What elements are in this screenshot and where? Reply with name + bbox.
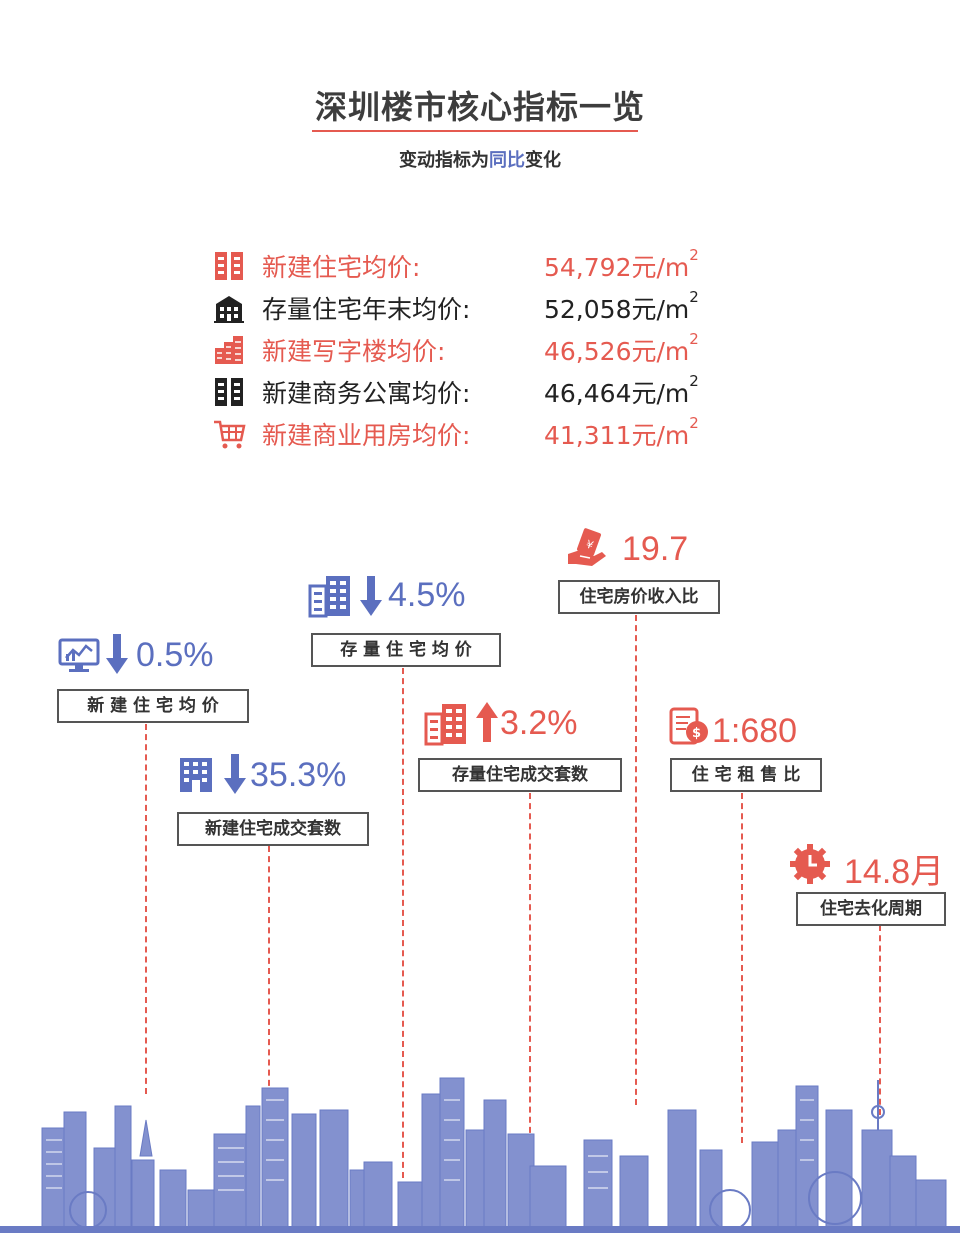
indicator-value: 19.7 <box>622 530 689 568</box>
price-value: 52,058元/m2 <box>544 288 699 324</box>
price-label: 新建商业用房均价: <box>262 421 471 450</box>
indicator-value: 0.5% <box>136 636 214 674</box>
building-icon <box>215 378 243 406</box>
buildings-icon <box>424 704 466 746</box>
price-value: 46,464元/m2 <box>544 372 699 408</box>
indicator-value: 4.5% <box>388 576 466 614</box>
indicator-label: 住宅去化周期 <box>796 892 946 926</box>
arrow-down-icon <box>224 754 246 794</box>
connector-line <box>402 668 404 1178</box>
price-row-office: 新建写字楼均价: 46,526元/m2 <box>212 330 772 370</box>
monitor-chart-icon <box>58 638 100 672</box>
price-value: 41,311元/m2 <box>544 414 699 450</box>
connector-line <box>741 793 743 1143</box>
price-row-new-residential: 新建住宅均价: 54,792元/m2 <box>212 246 772 286</box>
price-value: 46,526元/m2 <box>544 330 699 366</box>
indicator-label: 新 建 住 宅 均 价 <box>57 689 249 723</box>
page-subtitle: 变动指标为同比变化 <box>0 146 960 172</box>
price-label: 新建写字楼均价: <box>262 337 446 366</box>
price-label: 新建住宅均价: <box>262 253 421 282</box>
indicator-label: 存量住宅成交套数 <box>418 758 622 792</box>
indicator-value: 14.8月 <box>844 853 945 891</box>
building-icon <box>215 252 243 280</box>
buildings-icon <box>308 576 350 618</box>
subtitle-suffix: 变化 <box>525 150 561 171</box>
clock-gear-icon <box>790 844 830 884</box>
connector-line <box>635 615 637 1105</box>
indicator-label: 住宅房价收入比 <box>558 580 720 614</box>
subtitle-highlight: 同比 <box>489 150 525 171</box>
connector-line <box>879 925 881 1115</box>
subtitle-prefix: 变动指标为 <box>399 150 489 171</box>
price-label: 存量住宅年末均价: <box>262 295 471 324</box>
connector-line <box>268 846 270 1096</box>
arrow-down-icon <box>360 576 382 616</box>
page-title: 深圳楼市核心指标一览 <box>314 88 645 126</box>
indicator-value: 35.3% <box>250 756 347 794</box>
money-hand-icon: ¥ <box>568 528 606 566</box>
shopping-cart-icon <box>214 420 246 449</box>
connector-line <box>145 724 147 1094</box>
indicator-value: 1:680 <box>712 712 798 750</box>
building-icon <box>180 758 212 792</box>
svg-text:$: $ <box>692 726 701 741</box>
price-label: 新建商务公寓均价: <box>262 379 471 408</box>
indicator-label: 存 量 住 宅 均 价 <box>311 633 501 667</box>
price-value: 54,792元/m2 <box>544 246 699 282</box>
price-row-existing-residential: 存量住宅年末均价: 52,058元/m2 <box>212 288 772 328</box>
title-underline <box>312 130 638 132</box>
apartment-icon <box>214 296 244 323</box>
arrow-down-icon <box>106 634 128 674</box>
arrow-up-icon <box>476 702 498 742</box>
svg-text:¥: ¥ <box>584 538 595 553</box>
connector-line <box>529 793 531 1143</box>
contract-icon: $ <box>669 707 708 745</box>
indicator-value: 3.2% <box>500 704 578 742</box>
city-skyline-illustration <box>0 1077 960 1233</box>
indicator-label: 新建住宅成交套数 <box>177 812 369 846</box>
indicator-label: 住 宅 租 售 比 <box>670 758 822 792</box>
office-tower-icon <box>215 336 243 364</box>
price-row-commercial-apartment: 新建商务公寓均价: 46,464元/m2 <box>212 372 772 412</box>
price-row-commercial: 新建商业用房均价: 41,311元/m2 <box>212 414 772 454</box>
